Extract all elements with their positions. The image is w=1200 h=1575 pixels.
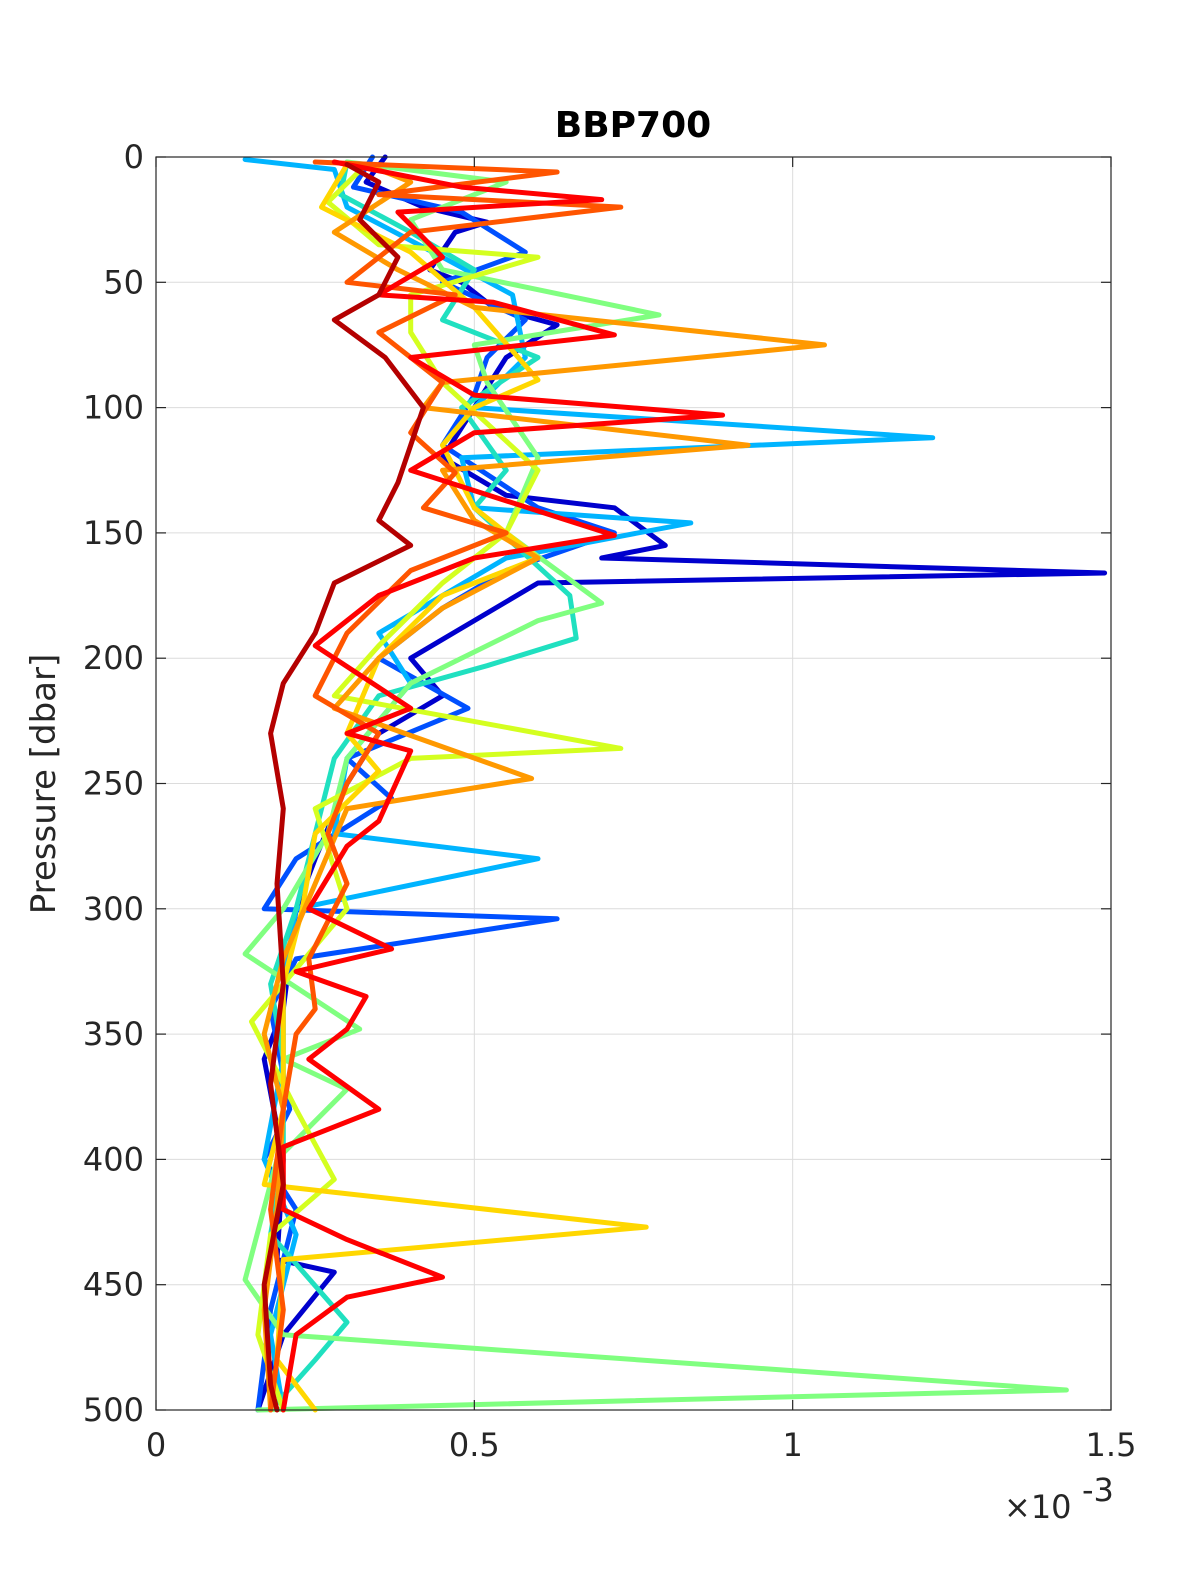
x-tick-label: 0.5 bbox=[449, 1426, 500, 1464]
y-tick-label: 200 bbox=[83, 639, 144, 677]
y-tick-label: 350 bbox=[83, 1015, 144, 1053]
x-tick-label: 1 bbox=[782, 1426, 802, 1464]
x-exponent-power: -3 bbox=[1082, 1471, 1114, 1509]
y-tick-label: 150 bbox=[83, 514, 144, 552]
y-tick-label: 250 bbox=[83, 765, 144, 803]
x-tick-labels: 0 0.5 1 1.5 bbox=[146, 1426, 1137, 1464]
chart-title: BBP700 bbox=[555, 105, 711, 146]
plot-area bbox=[155, 154, 1112, 1413]
tick-marks bbox=[155, 156, 1112, 1411]
y-tick-label: 0 bbox=[124, 138, 144, 176]
y-tick-label: 50 bbox=[103, 263, 144, 301]
y-tick-label: 450 bbox=[83, 1266, 144, 1304]
y-tick-labels: 0 50 100 150 200 250 300 350 400 450 500 bbox=[83, 138, 144, 1429]
x-tick-label: 0 bbox=[146, 1426, 166, 1464]
y-tick-label: 500 bbox=[83, 1391, 144, 1429]
y-axis-label: Pressure [dbar] bbox=[24, 654, 64, 915]
y-tick-label: 400 bbox=[83, 1140, 144, 1178]
y-tick-label: 100 bbox=[83, 389, 144, 427]
series-line-10 bbox=[280, 159, 726, 1413]
series-line-11 bbox=[261, 162, 426, 1413]
y-tick-label: 300 bbox=[83, 890, 144, 928]
series-line-6 bbox=[249, 162, 624, 1413]
x-tick-label: 1.5 bbox=[1086, 1426, 1137, 1464]
series-layer bbox=[242, 154, 1108, 1413]
x-exponent-base: ×10 bbox=[1004, 1488, 1072, 1526]
series-line-7 bbox=[261, 162, 649, 1413]
x-exponent-label: ×10 -3 bbox=[1004, 1471, 1114, 1526]
